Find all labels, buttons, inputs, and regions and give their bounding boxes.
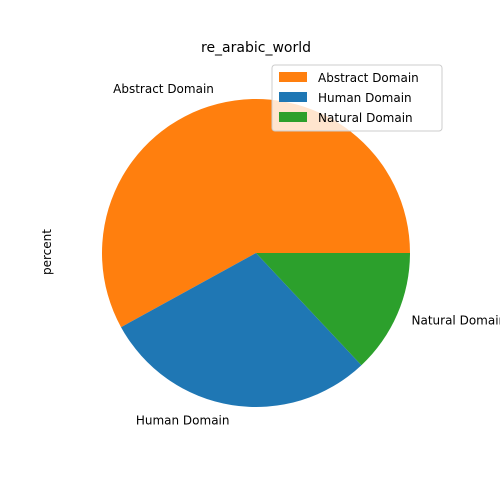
pie-label-natural-domain: Natural Domain	[412, 313, 500, 327]
legend: Abstract Domain Human Domain Natural Domai…	[271, 64, 443, 132]
pie-slice-abstract-domain	[101, 98, 410, 328]
chart-title: re_arabic_world	[201, 40, 311, 56]
y-axis-label: percent	[40, 229, 54, 275]
legend-label-abstract-domain: Abstract Domain	[318, 71, 419, 85]
pie-slice-natural-domain	[256, 253, 411, 366]
legend-frame	[271, 64, 443, 132]
pie-label-human-domain: Human Domain	[136, 413, 230, 427]
legend-label-natural-domain: Natural Domain	[318, 111, 413, 125]
pie-label-abstract-domain: Abstract Domain	[113, 82, 214, 96]
pie-slice-labels: Abstract Domain Human Domain Natural Domai…	[113, 82, 500, 427]
legend-swatch-human-domain	[279, 92, 307, 102]
legend-swatch-natural-domain	[279, 112, 307, 122]
legend-label-human-domain: Human Domain	[318, 91, 412, 105]
legend-swatch-abstract-domain	[279, 72, 307, 82]
pie-slices	[101, 98, 411, 407]
pie-slice-human-domain	[121, 253, 362, 407]
